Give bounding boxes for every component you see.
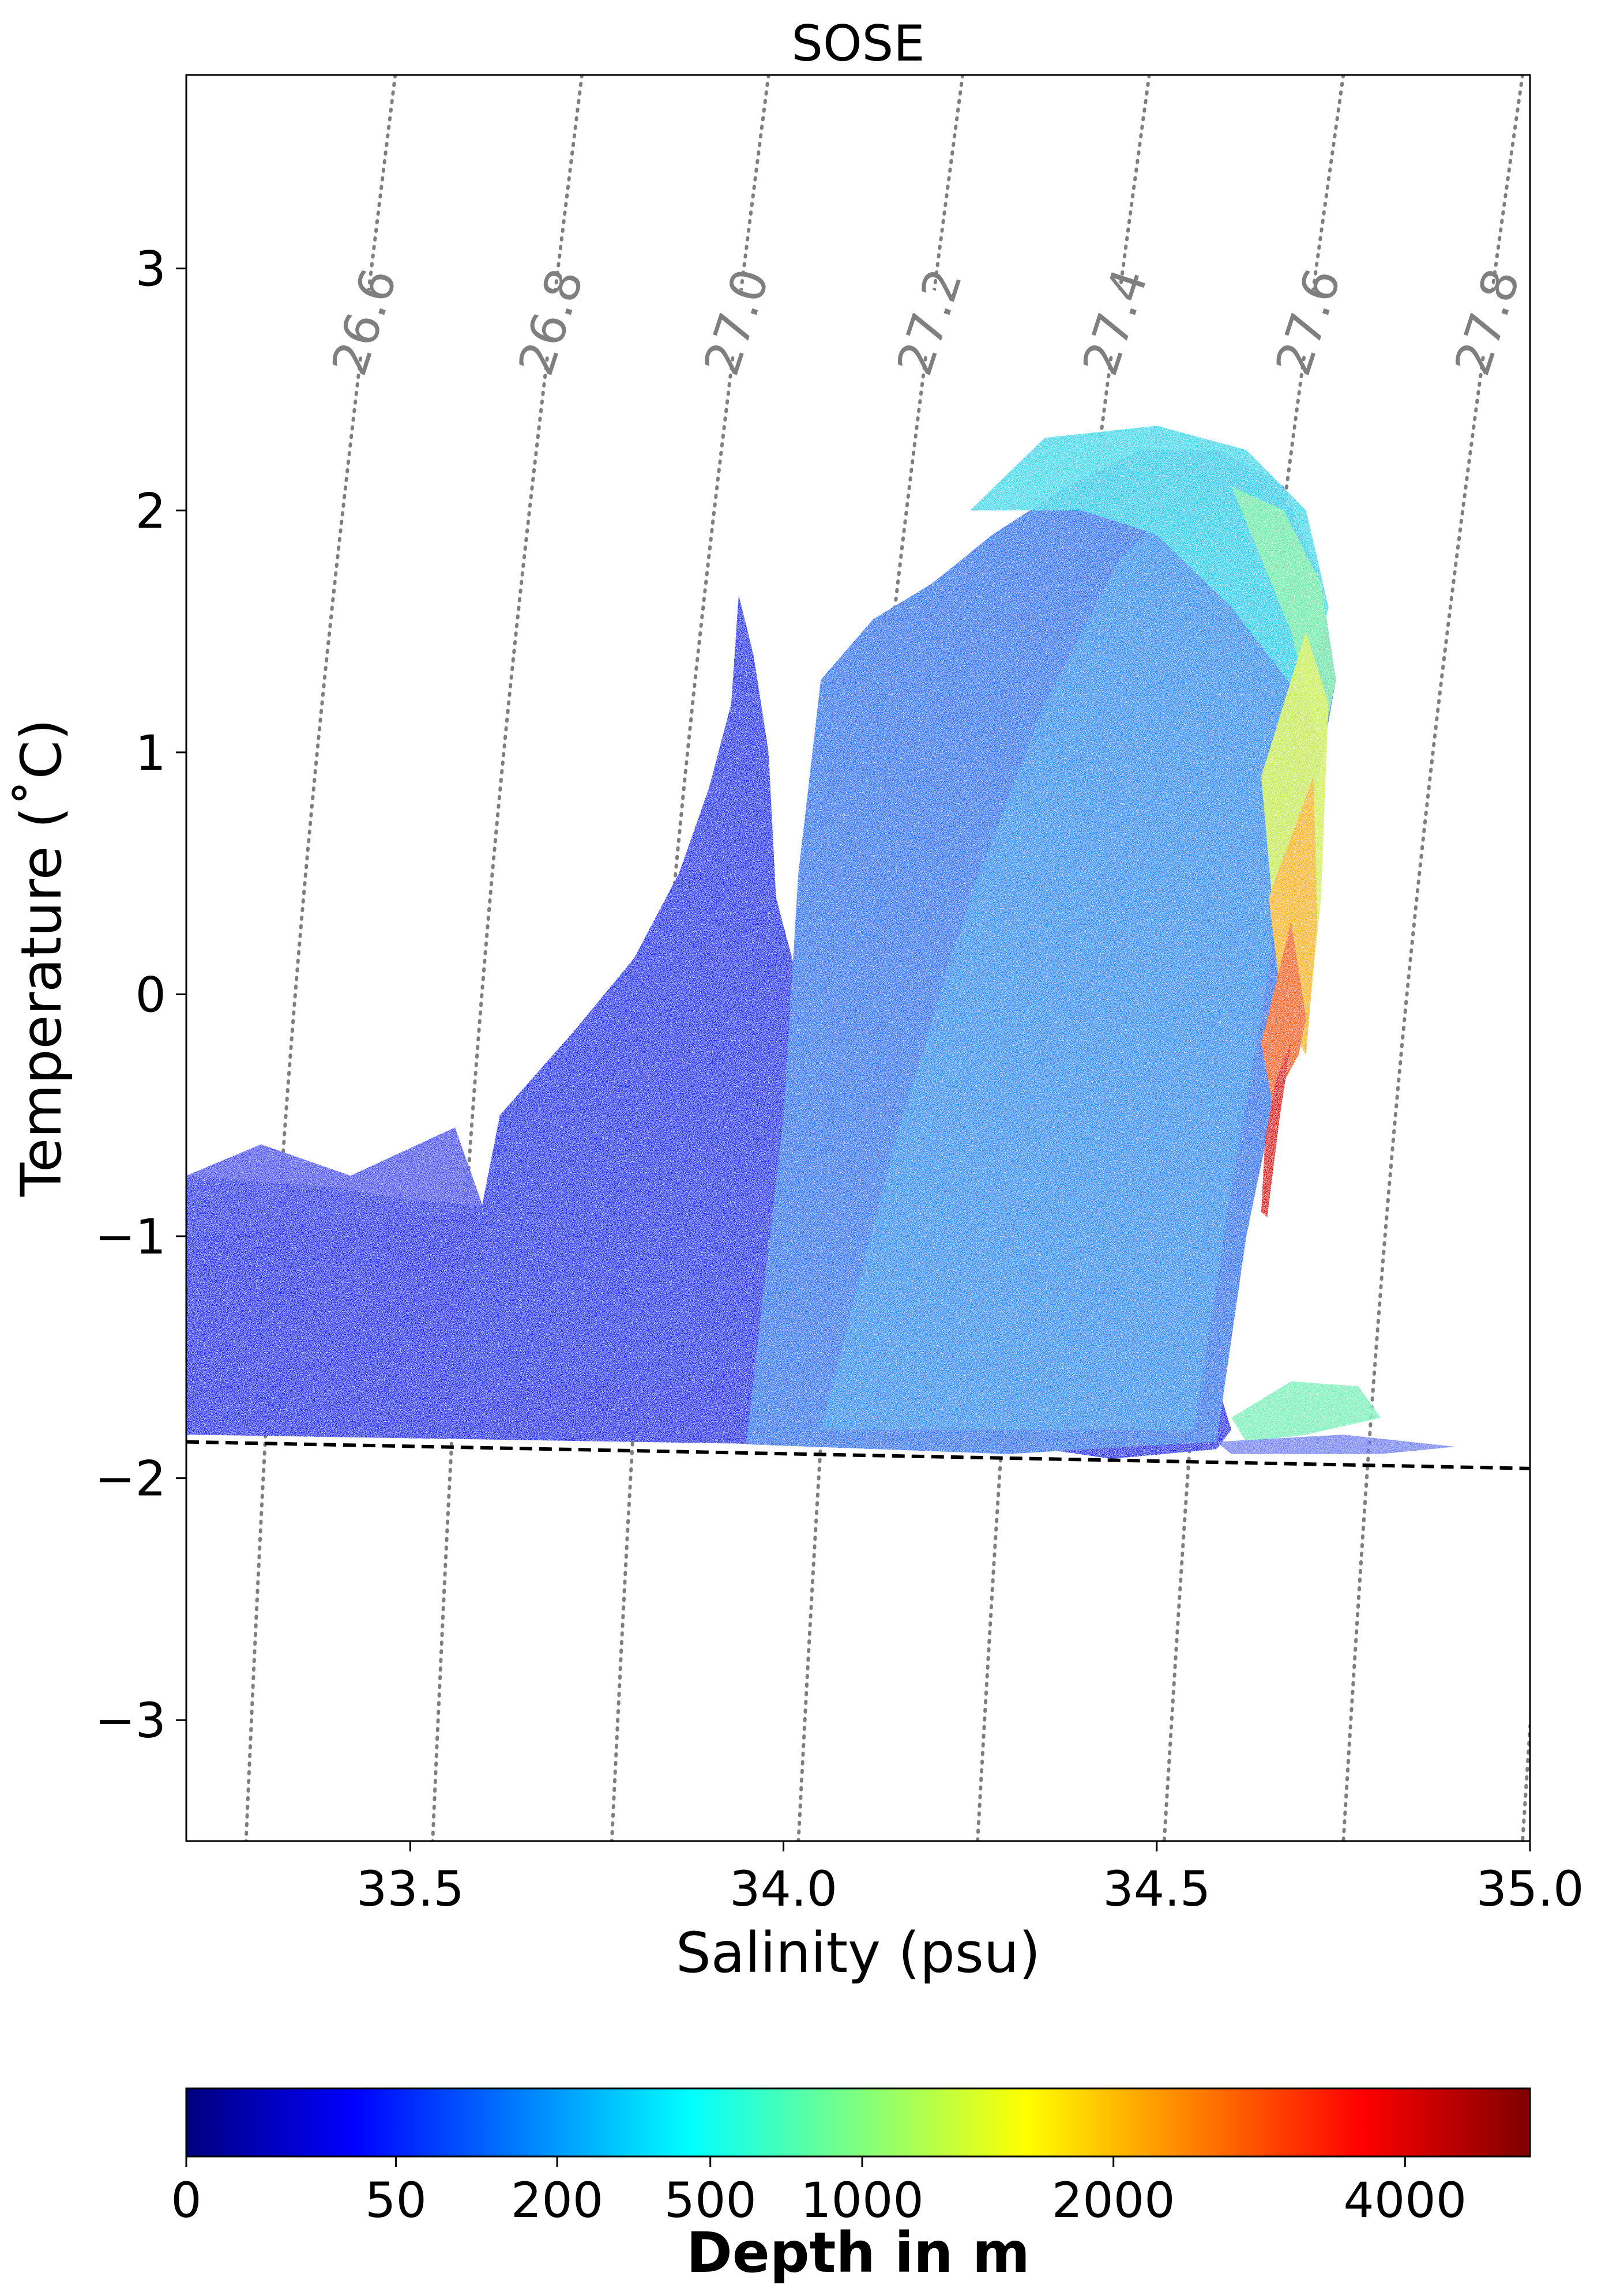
shelf-water-cluster: [1216, 1435, 1456, 1454]
isopycnal-label-backdrop: [854, 270, 1006, 374]
colorbar-gradient: [185, 2087, 1531, 2158]
plot-area: 26.626.827.027.227.427.627.828.0: [186, 75, 1609, 1841]
colorbar-ticks: 0 50 200 500 1000 2000 4000: [171, 2156, 1467, 2229]
deep-water-tail: [1261, 921, 1306, 1104]
y-tick-label: 0: [136, 966, 166, 1023]
colorbar-tick-label: 2000: [1052, 2172, 1175, 2229]
y-tick-label: 1: [136, 725, 166, 781]
isopycnal-line: [244, 75, 397, 1841]
colorbar-label: Depth in m: [686, 2220, 1030, 2285]
isopycnal-line: [1521, 1702, 1530, 1841]
x-axis: 33.5 34.0 34.5 35.0: [356, 1841, 1584, 1917]
isopycnal-label-backdrop: [661, 270, 813, 374]
deep-water-tail: [1261, 1042, 1291, 1217]
y-axis-label: Temperature (˚C): [9, 719, 74, 1198]
scatter-cloud: [186, 426, 1456, 1459]
x-axis-label: Salinity (psu): [676, 1921, 1040, 1985]
colorbar-tick-label: 200: [511, 2172, 603, 2229]
chart-title: SOSE: [791, 15, 924, 73]
colorbar-tick-label: 4000: [1343, 2172, 1467, 2229]
colorbar-tick-label: 500: [664, 2172, 757, 2229]
y-axis: −3 −2 −1 0 1 2 3: [95, 241, 186, 1749]
freezing-point-line: [186, 1440, 1530, 1470]
shelf-water-cluster: [1231, 1381, 1381, 1442]
isopycnal-line: [1341, 75, 1525, 1841]
colorbar-tick-label: 0: [171, 2172, 201, 2229]
colorbar-tick-label: 1000: [800, 2172, 924, 2229]
isopycnal-line: [610, 75, 770, 1841]
y-tick-label: 2: [136, 483, 166, 539]
y-tick-label: −2: [95, 1451, 166, 1507]
x-tick-label: 34.0: [730, 1861, 837, 1917]
isopycnal-labels: 26.626.827.027.227.427.627.828.0: [289, 262, 1609, 445]
isopycnal-label-backdrop: [1233, 270, 1385, 374]
x-tick-label: 33.5: [356, 1861, 464, 1917]
isopycnal-line: [431, 75, 584, 1841]
colorbar: 0 50 200 500 1000 2000 4000 Depth in m: [171, 2087, 1531, 2285]
isopycnal-label-backdrop: [289, 270, 441, 374]
isopycnal-label-backdrop: [1412, 270, 1530, 374]
x-tick-label: 35.0: [1476, 1861, 1584, 1917]
y-tick-label: −3: [95, 1692, 166, 1749]
colorbar-tick-label: 50: [365, 2172, 427, 2229]
isopycnal-label-backdrop: [1588, 341, 1609, 445]
shallow-water-cluster: [186, 1127, 485, 1236]
y-tick-label: −1: [95, 1209, 166, 1265]
x-tick-label: 34.5: [1103, 1861, 1210, 1917]
plot-frame: [185, 74, 1531, 1842]
y-tick-label: 3: [136, 241, 166, 298]
intermediate-water-mass: [821, 486, 1306, 1430]
isopycnal-label-backdrop: [1040, 270, 1191, 374]
surface-water-lobe: [448, 595, 858, 1382]
isopycnal-label-backdrop: [476, 270, 627, 374]
